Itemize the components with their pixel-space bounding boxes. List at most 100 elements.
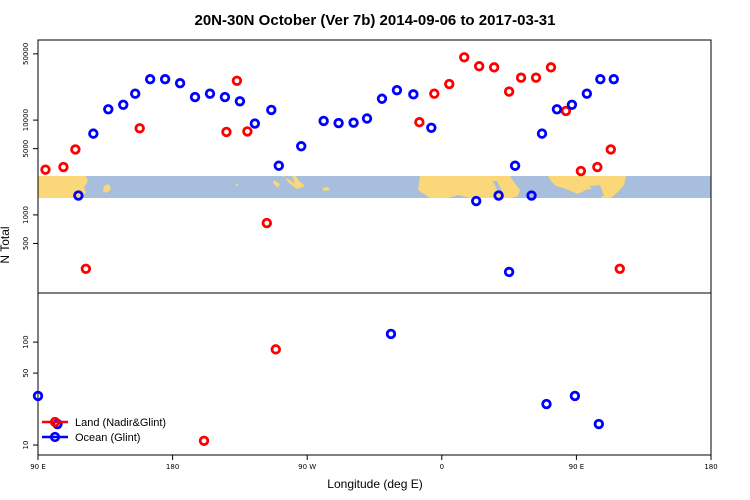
land-point [270,344,281,355]
land-point [80,263,92,275]
chart-title: 20N-30N October (Ver 7b) 2014-09-06 to 2… [194,12,555,29]
ocean-point [426,122,437,133]
land-point [231,75,243,86]
ocean-point [249,118,261,129]
land-point [58,161,69,173]
ocean-point [118,99,129,111]
land-point [473,61,485,72]
ocean-point [348,117,359,128]
ocean-point [189,91,201,103]
ocean-point [296,141,307,152]
ocean-point [159,74,171,85]
ocean-point [509,160,521,171]
ocean-point [581,88,593,99]
map-land-pacific-isle [236,184,238,186]
x-tick-label: 90 E [569,463,585,471]
land-point [70,144,81,155]
land-point [515,72,527,83]
map-water-bay-bengal [590,185,604,196]
land-point [488,62,500,73]
ocean-point [493,190,504,201]
bottom-panel-frame [37,292,712,456]
ocean-point [408,89,419,100]
x-tick-label: 90 E [30,463,46,471]
land-point [459,52,470,63]
ocean-point [503,266,515,278]
land-point [614,263,625,275]
ocean-point [333,117,344,129]
ocean-point [361,113,373,124]
map-land-india-se-asia [548,176,626,198]
legend-ocean-label: Ocean (Glint) [75,432,140,444]
ocean-point [526,190,537,201]
map-land-asia [38,176,88,198]
legend: Land (Nadir&Glint) Ocean (Glint) [42,416,166,444]
ocean-point [551,104,563,115]
land-point [530,72,542,83]
legend-land-label: Land (Nadir&Glint) [75,417,166,429]
ocean-point [32,390,44,402]
ocean-point [608,74,619,85]
ocean-point [103,104,114,115]
ocean-point [204,88,216,99]
land-point [414,117,425,128]
ocean-point [470,195,482,207]
land-point [198,435,210,446]
map-land-americas [271,176,305,189]
ocean-point [88,128,99,139]
legend-ocean-marker [49,431,61,443]
map-ocean [38,176,711,198]
bottom-y-tick-label: 50 [22,369,30,378]
ocean-point [385,328,397,340]
ocean-point [566,99,578,111]
top-y-tick-label: 5000 [22,140,30,158]
map-land-island [103,184,111,193]
land-point [261,217,273,229]
land-point [605,144,616,155]
land-point [429,88,440,99]
top-y-tick-label: 50000 [22,43,30,65]
land-point [444,78,455,90]
ocean-point [144,74,156,85]
ocean-point [569,390,581,402]
ocean-point [541,398,552,410]
ocean-point [130,88,141,99]
x-tick-label: 90 W [298,463,316,471]
ocean-point [174,78,186,89]
data-points [32,52,625,446]
land-point [221,126,232,138]
land-point [545,62,557,73]
top-y-tick-label: 1000 [22,206,30,224]
x-tick-label: 0 [440,463,444,471]
land-point [560,105,572,117]
legend-land-marker [49,416,61,428]
map-water-persian-gulf [526,182,533,186]
top-y-tick-label: 10000 [22,109,30,131]
ocean-point [266,104,277,116]
land-point [592,161,603,173]
x-axis-label: Longitude (deg E) [327,477,422,491]
ocean-point [595,74,606,85]
ocean-point [391,84,403,96]
ocean-point [318,115,329,127]
axes: 90 E 180 90 W 0 90 E 180 500 1000 5000 10000 50000… [22,39,718,471]
x-tick-label: 180 [704,463,717,471]
ocean-point [536,128,548,139]
ocean-point [273,160,284,171]
ocean-point [234,96,246,107]
ocean-point [376,93,388,104]
land-point [40,164,51,175]
bottom-y-tick-label: 100 [22,335,30,348]
land-point [575,165,587,177]
map-land-africa-asia [418,176,520,198]
ocean-point [73,190,84,201]
ocean-point [593,418,605,430]
land-point [134,123,145,134]
land-point [242,126,253,137]
top-y-tick-label: 500 [22,237,30,250]
land-point [503,86,515,97]
bottom-y-tick-label: 10 [22,441,30,450]
x-tick-label: 180 [166,463,179,471]
world-map-band [38,176,711,198]
